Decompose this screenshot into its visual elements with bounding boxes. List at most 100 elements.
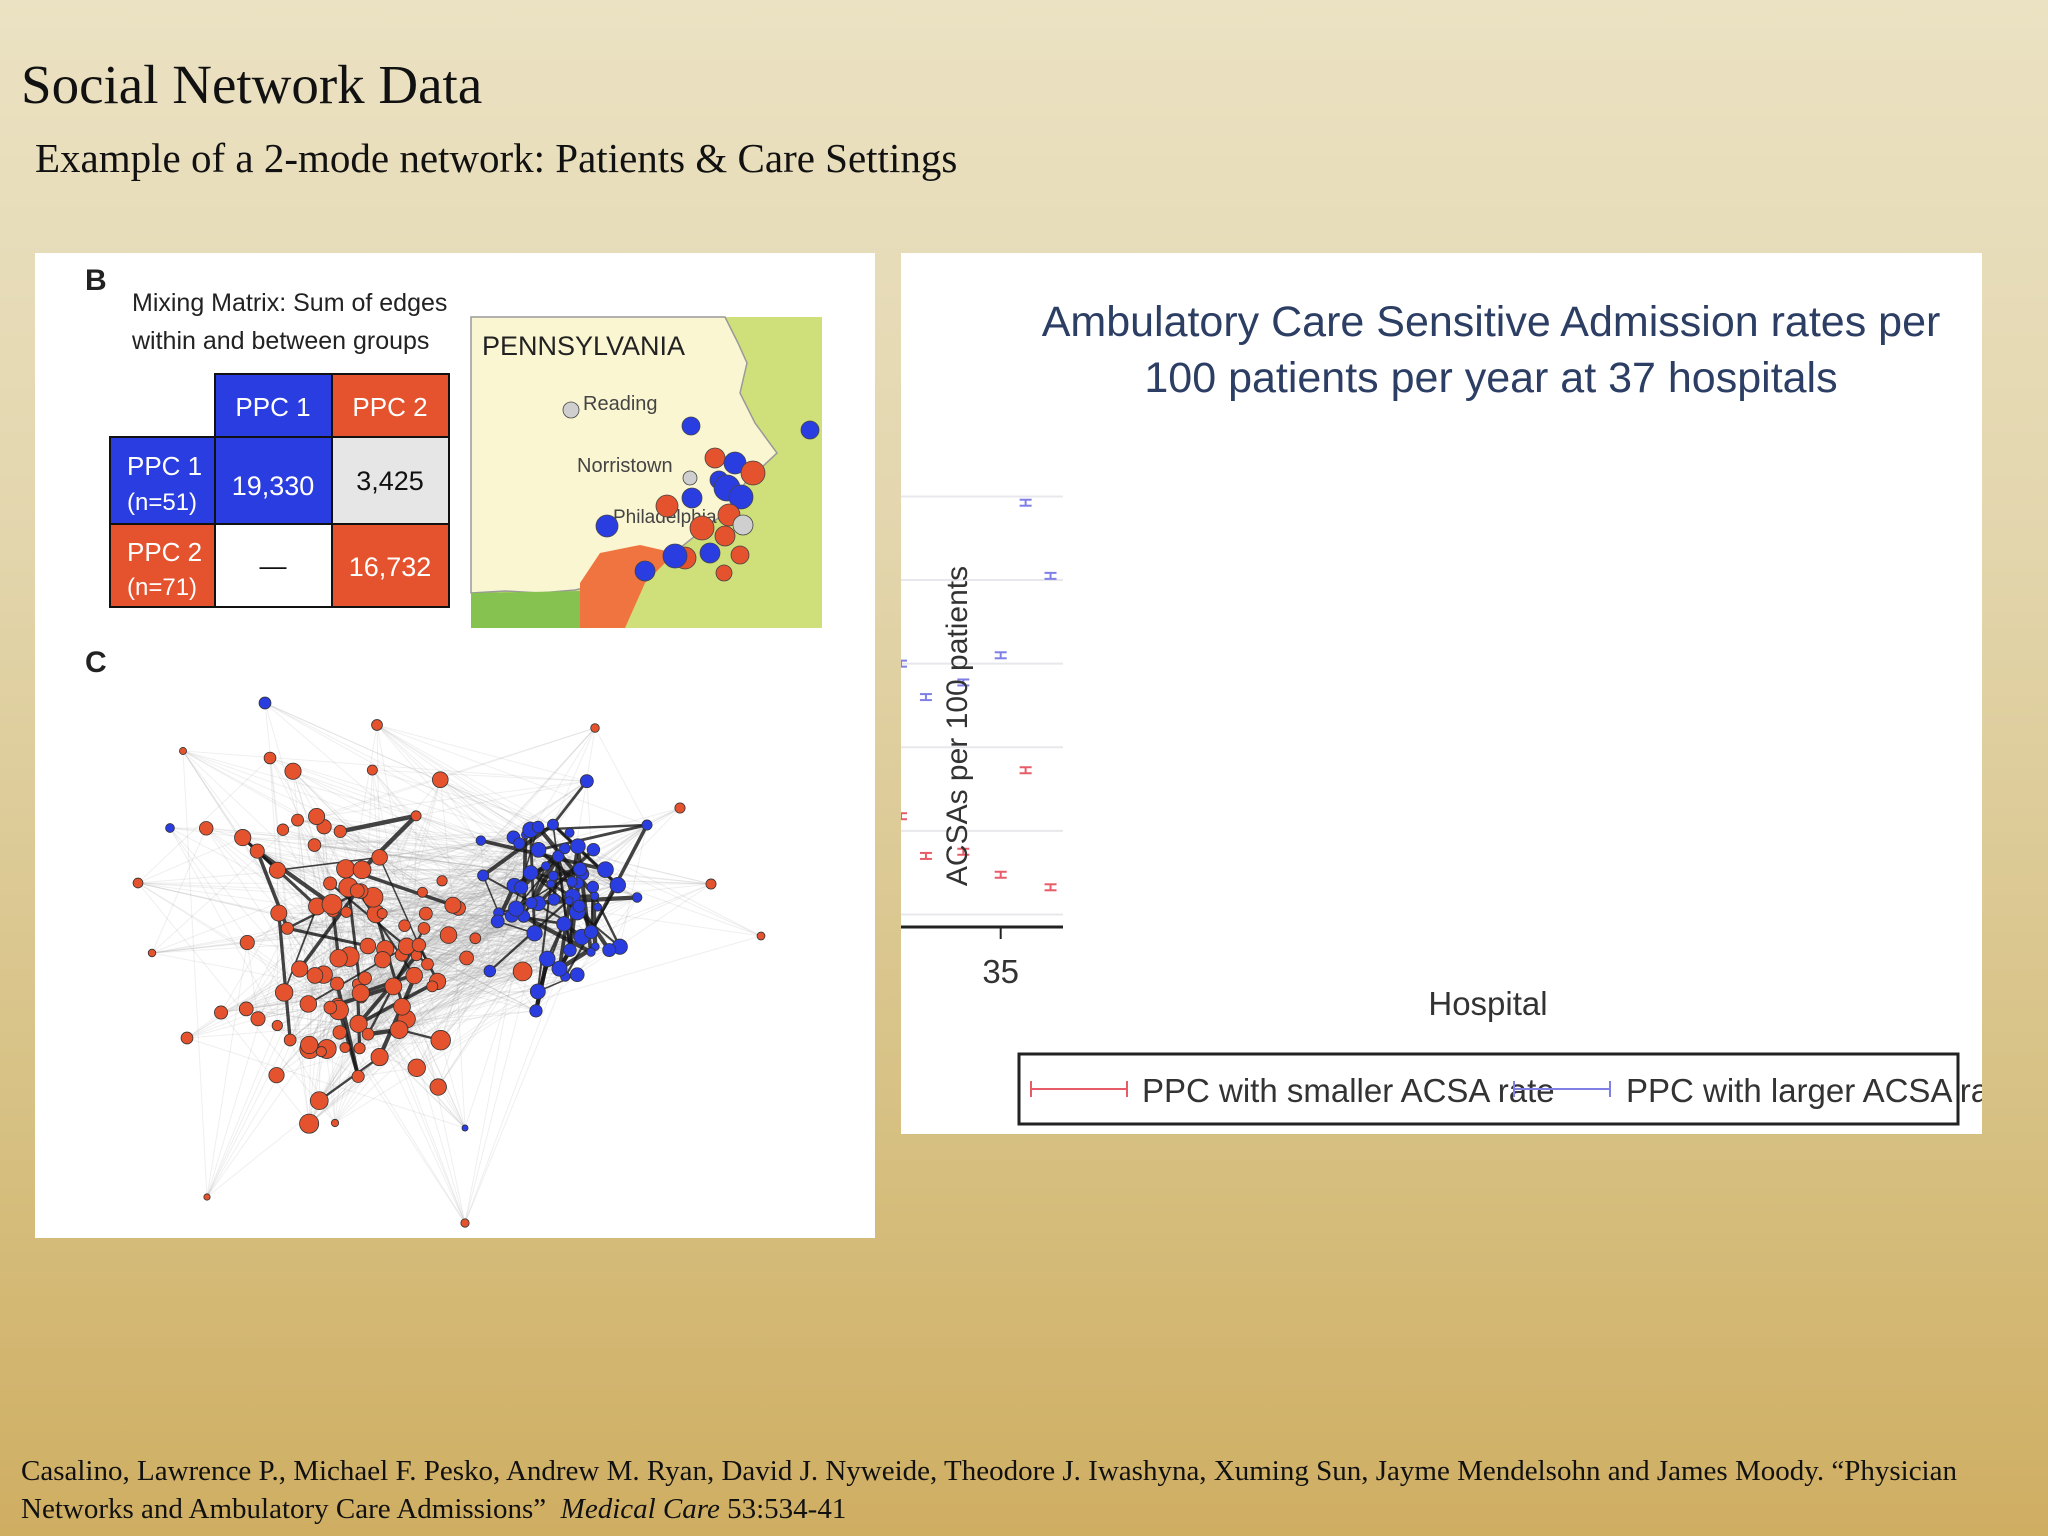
network-node-16 (271, 1019, 283, 1032)
network-node-37 (329, 949, 348, 968)
matrix-row-1-n: (n=51) (127, 489, 197, 516)
network-node-71 (361, 1027, 375, 1041)
network-node-80 (323, 1000, 338, 1015)
network-node-103 (541, 861, 551, 871)
matrix-header-ppc1 (214, 373, 333, 438)
network-node-57 (238, 1001, 254, 1017)
network-node-64 (351, 1069, 365, 1083)
network-node-123 (569, 967, 585, 983)
matrix-value-1-1: 19,330 (232, 471, 315, 501)
network-node-88 (250, 1011, 266, 1027)
map-dot-13 (681, 487, 703, 509)
network-node-89 (308, 807, 326, 825)
network-node-109 (547, 893, 561, 906)
slide-title: Social Network Data (21, 54, 483, 115)
matrix-cell-2-2 (331, 523, 450, 608)
network-node-63 (444, 896, 462, 914)
map-dot-20 (634, 560, 656, 582)
network-node-75 (398, 919, 411, 932)
legend-label-smaller: PPC with smaller ACSA rate (1142, 1072, 1555, 1109)
matrix-value-2-2: 16,732 (349, 552, 432, 582)
network-node-85 (469, 932, 482, 945)
network-graph (132, 696, 766, 1228)
network-node-19 (299, 1113, 320, 1134)
network-node-171 (641, 819, 653, 831)
network-node-168 (460, 1218, 470, 1228)
network-node-132 (631, 892, 643, 903)
network-node-112 (570, 838, 586, 855)
map-dot-12 (655, 494, 679, 518)
network-node-116 (525, 896, 538, 910)
network-node-139 (586, 842, 601, 857)
network-node-122 (477, 869, 490, 882)
network-node-166 (461, 1124, 469, 1132)
network-node-130 (586, 880, 600, 894)
network-node-152 (539, 950, 556, 968)
network-node-91 (276, 823, 290, 836)
network-node-53 (431, 771, 449, 789)
network-node-8 (384, 977, 403, 996)
network-node-33 (268, 1067, 285, 1084)
network-node-81 (332, 1025, 347, 1040)
network-node-62 (421, 957, 434, 971)
network-node-56 (374, 951, 392, 969)
matrix-cell-2-1 (214, 523, 333, 608)
chart-title-line2: 100 patients per year at 37 hospitals (1144, 354, 1837, 402)
matrix-value-2-1: — (260, 551, 287, 581)
network-node-73 (291, 960, 309, 978)
map-region-green (471, 591, 580, 628)
network-node-92 (351, 984, 370, 1003)
legend-symbol-larger (1513, 1081, 1611, 1097)
network-node-94 (439, 926, 458, 944)
network-node-5 (359, 937, 377, 955)
network-figure: B Mixing Matrix: Sum of edges within and… (85, 264, 822, 1228)
network-node-135 (586, 947, 596, 957)
map-dot-22 (730, 545, 750, 565)
network-edges-light (137, 702, 762, 1224)
map-dot-14 (732, 514, 754, 536)
network-node-34 (417, 922, 431, 935)
network-node-151 (490, 914, 505, 929)
larger-rate-point-33 (994, 651, 1007, 660)
legend-label-larger: PPC with larger ACSA rate (1626, 1072, 1982, 1109)
map-title: PENNSYLVANIA (482, 331, 685, 361)
network-node-163 (147, 948, 157, 958)
network-node-142 (556, 916, 572, 932)
network-node-32 (309, 1091, 329, 1111)
map-dot-23 (715, 564, 733, 582)
network-node-24 (366, 764, 378, 776)
network-node-98 (475, 835, 487, 846)
network-node-161 (165, 823, 175, 833)
network-node-147 (547, 870, 559, 882)
network-node-47 (291, 813, 304, 827)
acsa-chart: Ambulatory Care Sensitive Admission rate… (64, 298, 2017, 1126)
network-node-172 (674, 802, 686, 814)
network-node-128 (522, 865, 539, 881)
chart-y-axis-label: ACSAs per 100 patients (941, 566, 974, 886)
network-node-28 (410, 810, 422, 822)
network-node-111 (602, 943, 617, 957)
acsa-chart-panel: Ambulatory Care Sensitive Admission rate… (64, 253, 2017, 1134)
network-node-159 (263, 751, 277, 765)
chart-marks (147, 498, 1057, 911)
network-node-121 (531, 820, 545, 834)
network-node-44 (284, 762, 302, 780)
network-node-157 (371, 719, 383, 731)
network-node-72 (315, 1046, 327, 1058)
smaller-rate-point-35 (1044, 883, 1057, 892)
network-node-55 (358, 971, 372, 986)
matrix-row-1-name: PPC 1 (127, 451, 202, 481)
map-dot-3 (800, 420, 820, 440)
map-city-norristown: Norristown (577, 455, 673, 477)
network-node-137 (559, 842, 571, 855)
network-node-4 (418, 906, 433, 921)
network-node-154 (530, 842, 547, 858)
network-node-61 (426, 980, 439, 993)
network-node-67 (340, 906, 353, 918)
network-node-141 (572, 899, 586, 913)
map-dot-4 (704, 447, 726, 469)
network-node-22 (239, 935, 255, 951)
map-dot-1 (562, 401, 580, 419)
pennsylvania-map: PENNSYLVANIA Reading Norristown Philadel… (470, 316, 822, 628)
network-node-48 (214, 1005, 228, 1020)
